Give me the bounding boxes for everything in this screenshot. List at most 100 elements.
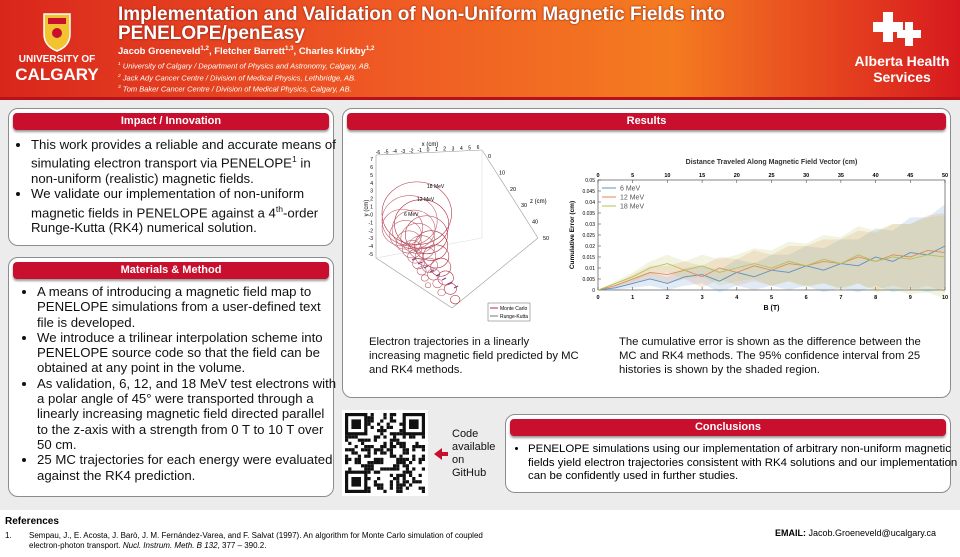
text: Jack Ady Cancer Centre / Division of Med…: [122, 73, 357, 82]
qr-cell: [380, 432, 384, 436]
y-tick-label: 0.025: [582, 233, 595, 239]
qr-cell: [418, 473, 422, 477]
author-name: Charles Kirkby: [298, 46, 366, 58]
qr-cell: [354, 435, 358, 439]
qr-cell: [367, 454, 371, 458]
qr-cell: [380, 429, 384, 433]
qr-cell: [367, 448, 371, 452]
email-label: EMAIL:: [775, 528, 806, 538]
qr-cell: [396, 432, 400, 436]
qr-cell: [370, 425, 374, 429]
qr-cell: [421, 445, 425, 449]
energy-label: 6 MeV: [404, 212, 419, 218]
tick-label: -1: [417, 148, 422, 154]
qr-cell: [386, 467, 390, 471]
qr-cell: [383, 416, 387, 420]
qr-cell: [377, 470, 381, 474]
footer: References 1. Sempau, J., E. Acosta, J. B…: [0, 510, 960, 557]
qr-cell: [354, 461, 358, 465]
tick-label: 5: [468, 145, 471, 151]
x-tick-label: 3: [701, 295, 704, 301]
axis-label: x (cm): [422, 142, 439, 148]
trajectory: [391, 209, 436, 250]
qr-cell: [393, 477, 397, 481]
qr-cell: [399, 461, 403, 465]
x2-tick-label: 5: [631, 173, 634, 179]
qr-cell: [373, 461, 377, 465]
axis-label: y (cm): [364, 200, 370, 217]
qr-cell: [389, 473, 393, 477]
logo-text: Alberta Health: [855, 53, 950, 69]
series-line: [597, 254, 946, 291]
qr-cell: [399, 454, 403, 458]
bullet: As validation, 6, 12, and 18 MeV test el…: [37, 376, 337, 452]
qr-cell: [383, 435, 387, 439]
qr-finder: [409, 419, 419, 429]
affiliation: 2 Jack Ady Cancer Centre / Division of M…: [118, 72, 371, 84]
tick-label: 6: [477, 145, 480, 151]
qr-cell: [370, 464, 374, 468]
italic-text: Nucl. Instrum. Meth. B 132: [122, 541, 218, 550]
trajectory-tail: [441, 277, 447, 281]
tick-label: 40: [532, 220, 538, 226]
panel-heading: Impact / Innovation: [13, 113, 329, 130]
text: -order Runge-Kutta (RK4) numerical solut…: [31, 204, 319, 236]
legend-label: Runge-Kutta: [500, 314, 528, 320]
text: Sempau, J., E. Acosta, J. Barò, J. M. Fe…: [29, 531, 483, 550]
qr-cell: [412, 477, 416, 481]
trajectory-tail: [423, 265, 429, 269]
y-tick-label: 0.035: [582, 211, 595, 217]
x-tick-label: 1: [631, 295, 634, 301]
qr-cell: [383, 489, 387, 493]
trajectory: [450, 295, 461, 305]
tick-label: 1: [435, 147, 438, 153]
references: 1. Sempau, J., E. Acosta, J. Barò, J. M. …: [5, 531, 485, 551]
logo-text: UNIVERSITY OF: [19, 54, 96, 65]
qr-cell: [402, 461, 406, 465]
trajectory-tail: [435, 273, 441, 277]
uofc-logo: UNIVERSITY OF CALGARY: [15, 13, 99, 84]
x-axis-label: B (T): [764, 305, 780, 312]
reference: 1. Sempau, J., E. Acosta, J. Barò, J. M. …: [5, 531, 485, 551]
trajectory: [415, 246, 437, 266]
y-tick-label: 0.04: [585, 200, 595, 206]
qr-cell: [405, 464, 409, 468]
bullet-list: This work provides a reliable and accura…: [15, 137, 337, 236]
qr-cell: [402, 464, 406, 468]
tick-label: -5: [384, 150, 389, 156]
qr-cell: [367, 422, 371, 426]
qr-cell: [383, 413, 387, 417]
qr-cell: [402, 448, 406, 452]
qr-cell: [348, 441, 352, 445]
text: 25 MC trajectories for each energy were …: [37, 452, 333, 483]
text: , 377 – 390.2.: [217, 541, 267, 550]
trajectory: [416, 266, 427, 276]
qr-cell: [373, 470, 377, 474]
qr-cell: [421, 489, 425, 493]
qr-cell: [364, 454, 368, 458]
x2-tick-label: 15: [699, 173, 705, 179]
y-tick-label: 0: [592, 288, 595, 294]
tick-label: -1: [369, 220, 374, 226]
qr-cell: [393, 467, 397, 471]
qr-cell: [367, 486, 371, 490]
qr-cell: [389, 480, 393, 484]
tick-label: 0: [488, 154, 491, 160]
qr-cell: [396, 467, 400, 471]
trajectory: [437, 288, 446, 297]
qr-cell: [412, 454, 416, 458]
qr-cell: [389, 432, 393, 436]
qr-cell: [348, 435, 352, 439]
qr-cell: [364, 467, 368, 471]
bullet: A means of introducing a magnetic field …: [37, 284, 337, 330]
qr-cell: [418, 461, 422, 465]
qr-cell: [361, 438, 365, 442]
qr-cell: [380, 448, 384, 452]
superscript: 2: [118, 73, 121, 79]
qr-cell: [345, 448, 349, 452]
qr-cell: [405, 467, 409, 471]
qr-cell: [402, 457, 406, 461]
bullet: We introduce a trilinear interpolation s…: [37, 330, 337, 376]
qr-cell: [409, 461, 413, 465]
